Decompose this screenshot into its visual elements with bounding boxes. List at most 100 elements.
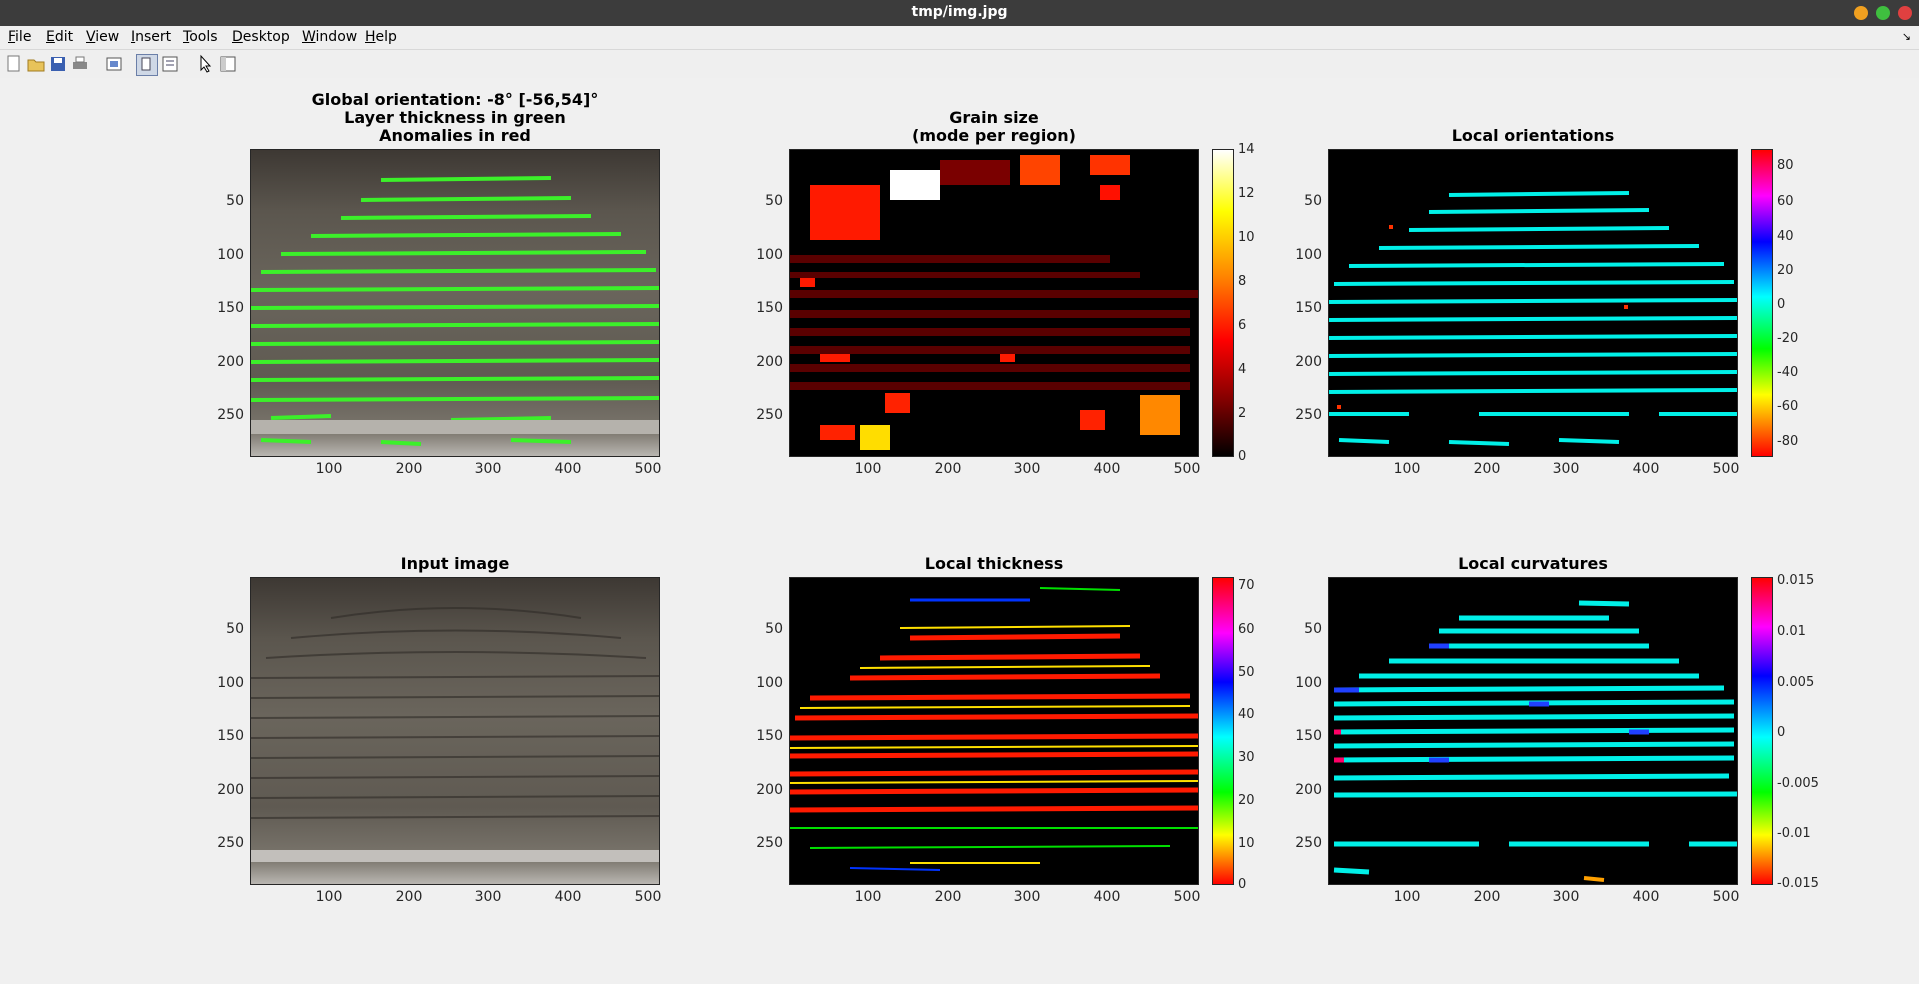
menu-tools[interactable]: Tools: [183, 29, 218, 45]
plot-input-image[interactable]: [250, 577, 660, 885]
y-tick: 100: [756, 247, 783, 263]
plot-local-thickness[interactable]: [789, 577, 1199, 885]
orientation-map: [1328, 191, 1738, 446]
menu-help[interactable]: Help: [365, 29, 397, 45]
colorbar-tick: 0.015: [1777, 573, 1815, 588]
x-tick: 200: [1473, 889, 1501, 905]
colorbar-tick: 8: [1238, 274, 1247, 289]
pointer-icon[interactable]: [196, 54, 216, 74]
x-tick: 100: [1393, 461, 1421, 477]
colorbar-tick: 70: [1238, 578, 1255, 593]
y-tick: 50: [1304, 621, 1322, 637]
y-tick: 150: [217, 300, 244, 316]
y-tick: 200: [217, 782, 244, 798]
y-tick: 100: [1295, 247, 1322, 263]
minimize-button[interactable]: [1854, 6, 1868, 20]
x-tick: 300: [1552, 461, 1580, 477]
y-tick: 250: [1295, 407, 1322, 423]
y-tick: 50: [226, 621, 244, 637]
x-tick: 400: [554, 889, 582, 905]
y-tick: 50: [765, 193, 783, 209]
colorbar-tick: 10: [1238, 836, 1255, 851]
plot-local-curvatures[interactable]: [1328, 577, 1738, 885]
x-tick: 200: [395, 889, 423, 905]
green-layer-overlay: [250, 176, 660, 446]
title-line: Input image: [400, 554, 510, 573]
y-tick: 150: [217, 728, 244, 744]
x-tick: 500: [1712, 889, 1740, 905]
title-line: Grain size: [949, 108, 1039, 127]
colorbar-tick: -20: [1777, 331, 1799, 346]
colorbar-grain-size[interactable]: [1212, 149, 1234, 457]
title-line: Local thickness: [924, 554, 1064, 573]
thickness-map: [789, 587, 1199, 871]
y-tick: 100: [756, 675, 783, 691]
y-tick: 50: [765, 621, 783, 637]
property-editor-icon[interactable]: [160, 54, 180, 74]
x-tick: 300: [1013, 889, 1041, 905]
plot-layer-thickness[interactable]: [250, 149, 660, 457]
y-tick: 100: [217, 247, 244, 263]
x-tick: 400: [554, 461, 582, 477]
colorbar-tick: 30: [1238, 750, 1255, 765]
close-button[interactable]: [1898, 6, 1912, 20]
menu-window[interactable]: Window: [302, 29, 358, 45]
x-tick: 200: [934, 461, 962, 477]
x-tick: 200: [395, 461, 423, 477]
menu-desktop[interactable]: Desktop: [232, 29, 290, 45]
colorbar-tick: 0.01: [1777, 624, 1806, 639]
x-tick: 400: [1093, 461, 1121, 477]
y-tick: 150: [1295, 728, 1322, 744]
x-tick: 200: [934, 889, 962, 905]
y-tick: 200: [756, 782, 783, 798]
window-titlebar: tmp/img.jpg: [0, 0, 1919, 26]
axes-title-local-orientations: Local orientations: [1328, 127, 1738, 145]
colorbar-tick: 0: [1777, 725, 1786, 740]
colorbar-tick: -0.01: [1777, 826, 1811, 841]
y-tick: 250: [217, 835, 244, 851]
open-file-icon[interactable]: [26, 54, 46, 74]
colorbar-tick: 2: [1238, 406, 1247, 421]
new-figure-icon[interactable]: [4, 54, 24, 74]
menu-edit[interactable]: Edit: [46, 29, 74, 45]
y-tick: 250: [756, 835, 783, 851]
x-tick: 400: [1632, 889, 1660, 905]
y-tick: 150: [1295, 300, 1322, 316]
colorbar-tick: 4: [1238, 362, 1247, 377]
axes-title-global-orientation: Global orientation: -8° [-56,54]° Layer …: [250, 91, 660, 145]
maximize-button[interactable]: [1876, 6, 1890, 20]
colorbar-tick: 0: [1238, 449, 1247, 464]
colorbar-tick: 12: [1238, 186, 1255, 201]
x-tick: 300: [1013, 461, 1041, 477]
print-icon[interactable]: [70, 54, 90, 74]
x-tick: 500: [1173, 889, 1201, 905]
dock-icon[interactable]: [136, 54, 158, 76]
colorbar-local-thickness[interactable]: [1212, 577, 1234, 885]
title-line: Layer thickness in green: [344, 108, 566, 127]
colorbar-local-orientations[interactable]: [1751, 149, 1773, 457]
colorbar-tick: -0.005: [1777, 776, 1819, 791]
colorbar-tick: -80: [1777, 434, 1799, 449]
plot-local-orientations[interactable]: [1328, 149, 1738, 457]
colorbar-tick: 40: [1777, 229, 1794, 244]
save-icon[interactable]: [48, 54, 68, 74]
colorbar-tick: 20: [1777, 263, 1794, 278]
menu-view[interactable]: View: [86, 29, 120, 45]
menu-file[interactable]: File: [8, 29, 32, 45]
link-plot-icon[interactable]: [104, 54, 124, 74]
x-tick: 400: [1093, 889, 1121, 905]
menu-bar: File Edit View Insert Tools Desktop Wind…: [0, 26, 1919, 50]
colorbar-local-curvatures[interactable]: [1751, 577, 1773, 885]
title-line: Local orientations: [1451, 126, 1615, 145]
plot-grain-size[interactable]: [789, 149, 1199, 457]
toolbar: [0, 50, 1919, 78]
menu-insert[interactable]: Insert: [131, 29, 172, 45]
x-tick: 500: [1712, 461, 1740, 477]
browser-icon[interactable]: [218, 54, 238, 74]
y-tick: 200: [1295, 354, 1322, 370]
y-tick: 100: [217, 675, 244, 691]
undock-icon[interactable]: ↘: [1901, 30, 1911, 43]
x-tick: 100: [854, 889, 882, 905]
colorbar-tick: 60: [1238, 622, 1255, 637]
curvature-map: [1333, 600, 1738, 882]
